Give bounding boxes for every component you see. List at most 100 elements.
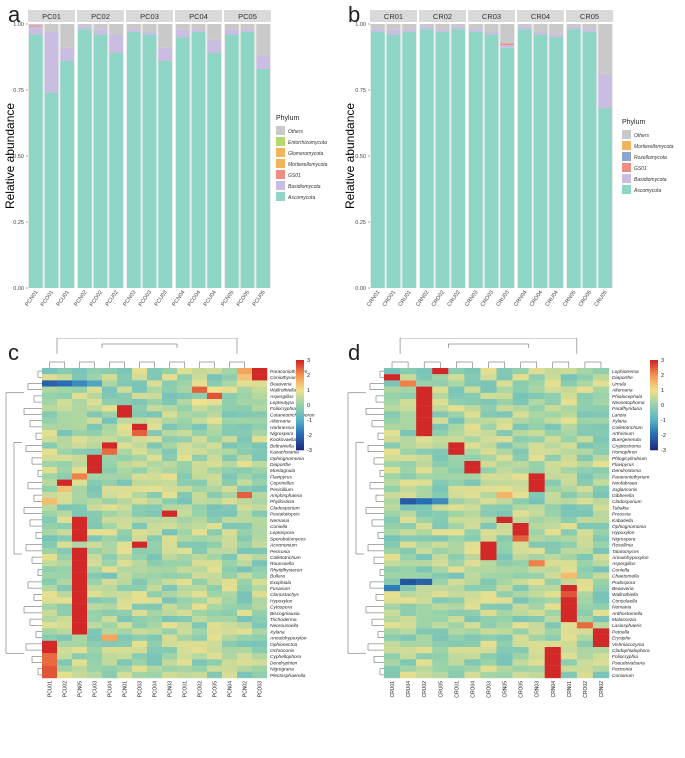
heatmap-cell: [147, 541, 163, 548]
row-label: Neorousoella: [270, 623, 299, 629]
heatmap-cell: [384, 436, 401, 443]
heatmap-cell: [480, 430, 497, 437]
color-scale-step: [650, 380, 658, 383]
column-dendrogram-branch: [448, 343, 529, 348]
heatmap-cell: [117, 554, 133, 561]
heatmap-cell: [544, 591, 561, 598]
heatmap-cell: [252, 454, 268, 462]
heatmap-cell: [42, 622, 58, 629]
row-dendrogram-branch: [379, 370, 384, 378]
heatmap-cell: [448, 411, 465, 418]
heatmap-cell: [512, 572, 529, 579]
color-scale-step: [296, 408, 304, 411]
heatmap-cell: [117, 510, 133, 517]
row-label: Periconia: [612, 667, 632, 673]
heatmap-cell: [207, 585, 223, 592]
heatmap-cell: [384, 647, 401, 654]
heatmap-cell: [416, 473, 433, 480]
heatmap-cell: [416, 492, 433, 499]
heatmap-cell: [117, 547, 133, 555]
bar-segment-gs01: [29, 25, 43, 27]
heatmap-cell: [544, 554, 561, 561]
heatmap-cell: [162, 541, 178, 548]
row-dendrogram-branch: [365, 408, 384, 415]
heatmap-cell: [512, 547, 529, 555]
row-label: Harknessia: [270, 425, 294, 431]
legend-swatch: [276, 181, 285, 190]
heatmap-cell: [592, 399, 610, 406]
heatmap-cell: [192, 368, 208, 375]
heatmap-cell: [544, 560, 561, 567]
heatmap-cell: [400, 485, 417, 493]
heatmap-cell: [72, 461, 88, 468]
bar-segment-ascomycota: [435, 31, 450, 288]
heatmap-cell: [416, 516, 433, 524]
column-dendrogram-branch: [229, 361, 245, 368]
heatmap-cell: [528, 510, 545, 517]
heatmap-cell: [432, 523, 449, 530]
heatmap-cell: [528, 628, 545, 635]
heatmap-cell: [432, 647, 449, 654]
heatmap-cell: [448, 659, 465, 666]
heatmap-cell: [147, 591, 163, 598]
heatmap-cell: [147, 585, 163, 592]
color-scale-label: -3: [661, 448, 666, 454]
heatmap-cell: [480, 479, 497, 486]
bar-segment-basidiomycota: [207, 39, 221, 54]
bar-segment-others: [518, 24, 532, 27]
column-label: CRN05: [503, 681, 509, 698]
heatmap-cell: [560, 417, 578, 424]
heatmap-cell: [132, 603, 148, 610]
heatmap-cell: [177, 647, 193, 654]
heatmap-cell: [512, 634, 529, 641]
heatmap-cell: [496, 504, 513, 511]
color-scale-step: [296, 412, 304, 415]
row-label: Coprinellus: [270, 481, 295, 487]
heatmap-cell: [560, 454, 578, 462]
heatmap-cell: [237, 411, 253, 418]
heatmap-cell: [237, 368, 253, 375]
row-dendrogram-branch: [25, 445, 42, 452]
bar-segment-others: [158, 24, 172, 48]
heatmap-cell: [42, 374, 58, 381]
color-scale-step: [650, 362, 658, 365]
heatmap-cell: [177, 479, 193, 486]
heatmap-cell: [87, 572, 103, 579]
heatmap-cell: [496, 479, 513, 486]
heatmap-cell: [132, 541, 148, 548]
heatmap-cell: [528, 417, 545, 424]
heatmap-cell: [147, 659, 163, 666]
heatmap-cell: [42, 647, 58, 654]
heatmap-cell: [192, 417, 208, 424]
heatmap-cell: [496, 485, 513, 493]
heatmap-cell: [528, 504, 545, 511]
heatmap-cell: [162, 591, 178, 598]
heatmap-cell: [480, 442, 497, 449]
heatmap-cell: [560, 430, 578, 437]
heatmap-cell: [400, 473, 417, 480]
heatmap-cell: [177, 597, 193, 604]
heatmap-cell: [102, 516, 118, 524]
heatmap-cell: [207, 554, 223, 561]
heatmap-cell: [117, 454, 133, 462]
heatmap-cell: [87, 405, 103, 412]
column-label: CRU04: [406, 681, 412, 698]
heatmap-cell: [528, 578, 545, 586]
heatmap-cell: [42, 479, 58, 486]
heatmap-cell: [592, 405, 610, 412]
facet-strip: [175, 10, 222, 22]
heatmap-cell: [512, 504, 529, 511]
heatmap-cell: [432, 665, 449, 672]
facet-strip: [517, 10, 564, 22]
heatmap-cell: [87, 560, 103, 567]
heatmap-cell: [576, 591, 594, 598]
row-label: Kazachstania: [270, 450, 299, 456]
bar-segment-others: [93, 24, 108, 30]
heatmap-cell: [147, 640, 163, 648]
color-scale-step: [296, 378, 304, 381]
heatmap-cell: [42, 554, 58, 561]
heatmap-cell: [464, 523, 481, 530]
heatmap-cell: [544, 411, 561, 418]
heatmap-cell: [147, 423, 163, 431]
row-label: Penicillium: [270, 487, 293, 493]
